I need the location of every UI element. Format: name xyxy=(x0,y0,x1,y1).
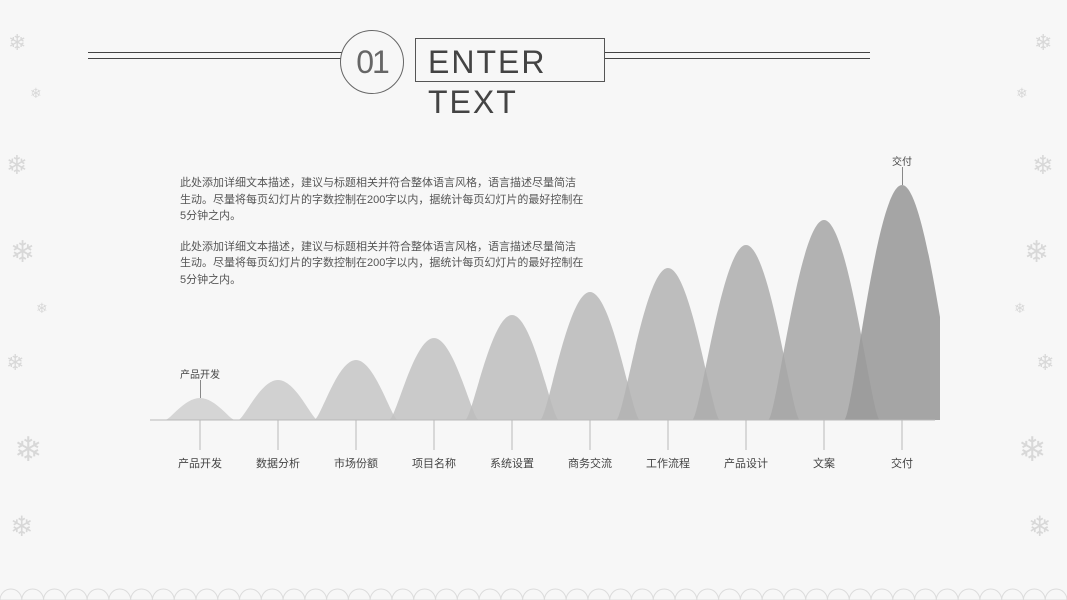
bottom-scallop xyxy=(0,586,1067,600)
snowflake-icon: ❄ xyxy=(14,430,43,470)
x-axis-label: 文案 xyxy=(813,455,835,471)
x-axis-label: 产品开发 xyxy=(178,455,222,471)
snowflake-icon: ❄ xyxy=(1018,430,1047,470)
hump xyxy=(465,315,559,420)
x-axis-label: 产品设计 xyxy=(724,455,768,471)
snowflake-icon: ❄ xyxy=(10,510,33,543)
rule-left-top xyxy=(88,52,344,53)
x-axis-label: 商务交流 xyxy=(568,455,612,471)
snowflake-icon: ❄ xyxy=(1014,300,1026,317)
snowflake-icon: ❄ xyxy=(1036,350,1054,376)
section-number-badge: 01 xyxy=(340,30,404,94)
x-axis-labels: 产品开发 数据分析 市场份额 项目名称 系统设置 商务交流 工作流程 产品设计 文案 交付 xyxy=(140,455,940,475)
hump xyxy=(238,380,318,420)
snowflake-icon: ❄ xyxy=(6,150,28,181)
x-axis-label: 交付 xyxy=(891,455,913,471)
callout-label: 产品开发 xyxy=(180,366,220,381)
callout-line xyxy=(902,167,903,185)
header: 01 ENTER TEXT xyxy=(0,20,1067,120)
rule-left-bot xyxy=(88,58,344,59)
snowflake-icon: ❄ xyxy=(1032,150,1054,181)
hump xyxy=(165,398,235,420)
x-axis-label: 工作流程 xyxy=(646,455,690,471)
hump-chart xyxy=(140,150,940,480)
scallop-path xyxy=(0,589,1067,600)
snowflake-icon: ❄ xyxy=(10,235,35,270)
x-axis-label: 系统设置 xyxy=(490,455,534,471)
hump xyxy=(844,185,940,420)
title-line-2: TEXT xyxy=(428,84,518,120)
x-axis-label: 市场份额 xyxy=(334,455,378,471)
x-axis-label: 数据分析 xyxy=(256,455,300,471)
slide-page: 01 ENTER TEXT 此处添加详细文本描述，建议与标题相关并符合整体语言风… xyxy=(0,0,1067,600)
snowflake-icon: ❄ xyxy=(1024,235,1049,270)
chart-svg xyxy=(140,150,940,480)
callout-label: 交付 xyxy=(892,153,912,168)
slide-title: ENTER TEXT xyxy=(428,42,546,122)
hump xyxy=(314,360,398,420)
snowflake-icon: ❄ xyxy=(36,300,48,317)
snowflake-icon: ❄ xyxy=(6,350,24,376)
title-line-1: ENTER xyxy=(428,44,546,80)
x-axis-label: 项目名称 xyxy=(412,455,456,471)
hump xyxy=(389,338,479,420)
callout-line xyxy=(200,380,201,398)
rule-right-top xyxy=(600,52,870,53)
rule-right-bot xyxy=(600,58,870,59)
snowflake-icon: ❄ xyxy=(1028,510,1051,543)
section-number: 01 xyxy=(356,44,388,81)
